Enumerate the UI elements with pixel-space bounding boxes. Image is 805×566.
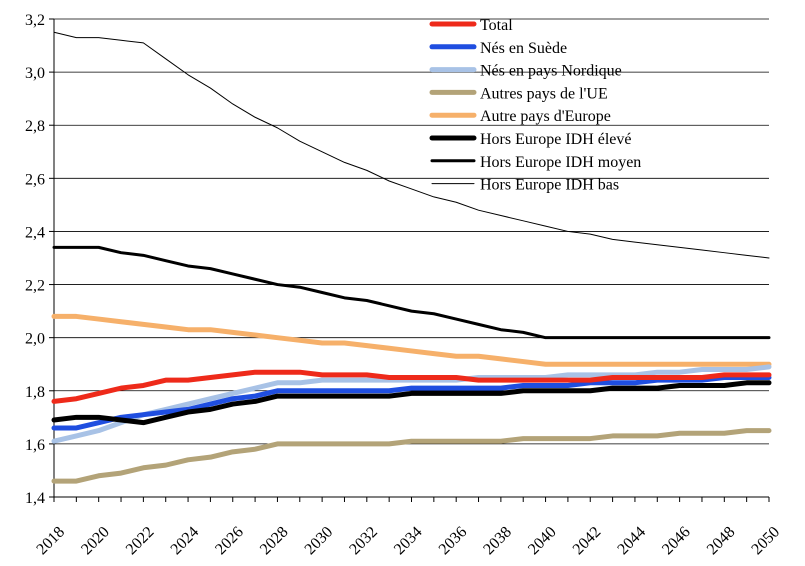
legend-label-autres-pays-de-l-ue: Autres pays de l'UE [480,85,608,102]
legend-label-hors-europe-idh-eleve: Hors Europe IDH élevé [480,131,632,148]
series-line-autre-pays-d-europe [51,313,772,367]
y-tick-label: 2,8 [25,118,45,135]
series-lines [51,31,772,484]
y-tick-label: 2,4 [25,224,45,241]
y-tick-label: 2,6 [25,171,45,188]
y-tick-label: 2,2 [25,278,45,295]
series-line-autres-pays-de-l-ue [51,428,772,484]
legend: Total Nés en Suède Nés en pays Nordique Aut… [429,17,641,194]
y-tick-label: 1,6 [25,437,45,454]
legend-label-autre-pays-d-europe: Autre pays d'Europe [480,108,611,125]
legend-label-hors-europe-idh-moyen: Hors Europe IDH moyen [480,154,641,171]
series-line-hors-europe-idh-bas [53,31,770,259]
legend-label-nes-en-pays-nordique: Nés en pays Nordique [480,63,622,80]
gridlines [49,18,769,498]
series-line-nes-en-pays-nordique [51,364,772,444]
y-tick-label: 3,0 [25,65,45,82]
y-tick-label: 3,2 [25,12,45,29]
legend-label-total: Total [480,17,513,34]
y-tick-label: 2,0 [25,331,45,348]
y-axis-tick-labels: 1,4 1,6 1,8 2,0 2,2 2,4 2,6 2,8 3,0 3,2 [25,12,45,507]
axes [53,19,770,502]
legend-label-nes-en-suede: Nés en Suède [480,40,567,57]
series-line-total [51,369,772,404]
series-line-hors-europe-idh-eleve [51,380,772,426]
series-line-nes-en-suede [51,375,772,431]
y-tick-label: 1,8 [25,384,45,401]
legend-label-hors-europe-idh-bas: Hors Europe IDH bas [480,177,619,194]
series-line-hors-europe-idh-moyen [52,245,771,340]
y-tick-label: 1,4 [25,490,45,507]
